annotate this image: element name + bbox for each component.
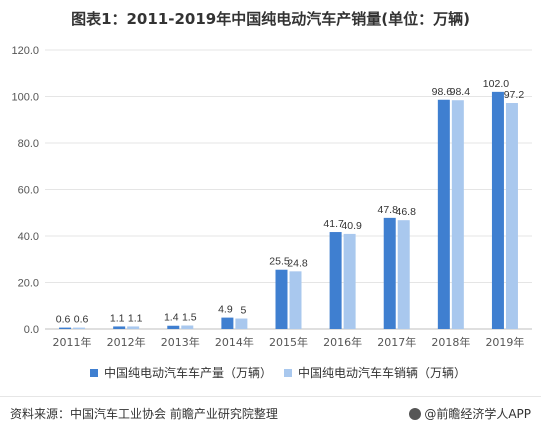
value-label-production: 41.7	[323, 218, 344, 230]
value-label-sales: 40.9	[341, 220, 362, 232]
value-label-sales: 98.4	[450, 86, 471, 98]
bar-production	[329, 232, 342, 329]
bar-production	[221, 317, 234, 329]
value-label-sales: 97.2	[504, 89, 525, 101]
legend-sales-label: 中国纯电动汽车车销辆（万辆）	[298, 366, 467, 380]
y-tick-label: 120.0	[11, 45, 39, 57]
legend-production: 中国纯电动汽车车产量（万辆）	[90, 364, 272, 381]
x-tick-label: 2016年	[323, 335, 362, 349]
bar-production	[437, 99, 450, 329]
bar-sales	[289, 271, 302, 329]
value-label-sales: 5	[240, 305, 246, 317]
value-label-production: 1.1	[110, 312, 125, 324]
value-label-production: 1.4	[164, 312, 179, 324]
value-label-sales: 1.1	[128, 312, 143, 324]
x-tick-label: 2019年	[485, 335, 524, 349]
source-note: 资料来源：中国汽车工业协会 前瞻产业研究院整理	[10, 407, 278, 421]
bar-production	[167, 325, 180, 329]
brand-logo-icon	[409, 408, 422, 420]
value-label-production: 98.6	[432, 86, 453, 98]
value-label-production: 25.5	[269, 256, 290, 268]
bar-production	[275, 269, 288, 329]
brand-text: @前瞻经济学人APP	[424, 407, 531, 421]
bar-sales	[235, 318, 248, 329]
bar-sales	[397, 220, 410, 329]
bar-sales	[343, 233, 356, 329]
bar-sales	[181, 325, 194, 329]
value-label-production: 47.8	[378, 204, 399, 216]
value-label-production: 4.9	[218, 304, 233, 316]
bar-sales	[451, 100, 464, 329]
y-tick-label: 20.0	[18, 278, 39, 290]
x-tick-label: 2018年	[431, 335, 470, 349]
bar-sales	[127, 326, 140, 329]
value-label-sales: 24.8	[287, 257, 308, 269]
x-tick-label: 2011年	[53, 335, 92, 349]
bar-production	[59, 327, 72, 329]
value-label-production: 0.6	[56, 314, 71, 326]
y-tick-label: 80.0	[18, 138, 39, 150]
bar-sales	[73, 327, 86, 329]
x-tick-label: 2013年	[161, 335, 200, 349]
value-label-production: 102.0	[483, 78, 509, 90]
bar-production	[113, 326, 126, 329]
value-label-sales: 1.5	[182, 312, 197, 324]
x-tick-label: 2015年	[269, 335, 308, 349]
x-tick-label: 2017年	[377, 335, 416, 349]
y-tick-label: 100.0	[11, 92, 39, 104]
legend-production-label: 中国纯电动汽车车产量（万辆）	[104, 366, 273, 380]
legend-sales: 中国纯电动汽车车销辆（万辆）	[284, 364, 466, 381]
bar-production	[491, 91, 504, 329]
footer: 资料来源：中国汽车工业协会 前瞻产业研究院整理 @前瞻经济学人APP	[0, 396, 541, 428]
chart-title: 图表1：2011-2019年中国纯电动汽车产销量(单位：万辆)	[71, 10, 470, 28]
y-tick-label: 60.0	[18, 185, 39, 197]
bar-sales	[505, 103, 518, 329]
x-tick-label: 2014年	[215, 335, 254, 349]
legend-sales-swatch	[284, 369, 292, 377]
x-tick-label: 2012年	[107, 335, 146, 349]
y-tick-label: 0.0	[24, 324, 39, 336]
legend-production-swatch	[90, 369, 98, 377]
bar-production	[383, 217, 396, 329]
value-label-sales: 0.6	[74, 314, 89, 326]
bar-chart: 0.0 20.0 40.0 60.0 80.0 100.0 120.0 0.6 0.6 2011年…	[11, 45, 532, 349]
value-label-sales: 46.8	[396, 206, 417, 218]
brand-credit: @前瞻经济学人APP	[409, 405, 531, 422]
y-tick-label: 40.0	[18, 231, 39, 243]
